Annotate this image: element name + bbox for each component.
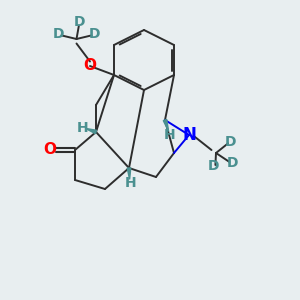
- Text: D: D: [53, 28, 64, 41]
- Text: D: D: [89, 28, 100, 41]
- Text: D: D: [227, 157, 238, 170]
- Text: D: D: [74, 16, 85, 29]
- Text: D: D: [225, 136, 237, 149]
- Text: N: N: [182, 126, 196, 144]
- Text: O: O: [43, 142, 56, 158]
- Text: H: H: [77, 121, 88, 134]
- Text: D: D: [207, 160, 219, 173]
- Text: O: O: [83, 58, 97, 74]
- Polygon shape: [127, 168, 131, 179]
- Polygon shape: [163, 119, 169, 131]
- Text: H: H: [164, 128, 175, 142]
- Text: H: H: [125, 176, 136, 190]
- Polygon shape: [85, 128, 97, 134]
